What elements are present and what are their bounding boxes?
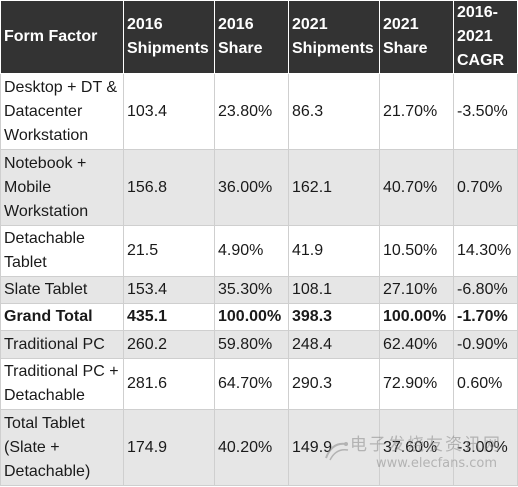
cell-cagr: -3.00% <box>453 409 518 486</box>
grand-total-row: Grand Total 435.1 100.00% 398.3 100.00% … <box>0 303 518 331</box>
header-2021-shipments: 2021 Shipments <box>288 0 380 74</box>
cell-cagr: 14.30% <box>453 225 518 277</box>
cell-2016-share: 40.20% <box>214 409 289 486</box>
cell-2021-share: 27.10% <box>379 276 454 304</box>
cell-2021-share: 40.70% <box>379 149 454 226</box>
table-row: Traditional PC + Detachable 281.6 64.70%… <box>0 358 518 410</box>
cell-2016-share: 59.80% <box>214 330 289 359</box>
cell-2021-share: 72.90% <box>379 358 454 410</box>
cell-2021-share: 37.60% <box>379 409 454 486</box>
table-row: Slate Tablet 153.4 35.30% 108.1 27.10% -… <box>0 276 518 304</box>
cell-2021-share: 10.50% <box>379 225 454 277</box>
header-2016-shipments: 2016 Shipments <box>123 0 215 74</box>
cell-2021-shipments: 290.3 <box>288 358 380 410</box>
cell-cagr: -6.80% <box>453 276 518 304</box>
header-form-factor: Form Factor <box>0 0 124 74</box>
cell-2016-shipments: 103.4 <box>123 73 215 150</box>
cell-form-factor: Traditional PC <box>0 330 124 359</box>
cell-2016-share: 64.70% <box>214 358 289 410</box>
cell-form-factor: Slate Tablet <box>0 276 124 304</box>
cell-2021-shipments: 162.1 <box>288 149 380 226</box>
cell-2021-shipments: 398.3 <box>288 303 380 331</box>
cell-2016-share: 100.00% <box>214 303 289 331</box>
table-row: Desktop + DT & Datacenter Workstation 10… <box>0 73 518 150</box>
header-2016-share: 2016 Share <box>214 0 289 74</box>
cell-2021-share: 62.40% <box>379 330 454 359</box>
cell-2021-shipments: 108.1 <box>288 276 380 304</box>
cell-2016-share: 4.90% <box>214 225 289 277</box>
cell-2016-shipments: 21.5 <box>123 225 215 277</box>
cell-cagr: -0.90% <box>453 330 518 359</box>
cell-2021-shipments: 41.9 <box>288 225 380 277</box>
cell-cagr: -1.70% <box>453 303 518 331</box>
header-2021-share: 2021 Share <box>379 0 454 74</box>
cell-2016-share: 36.00% <box>214 149 289 226</box>
cell-2021-shipments: 248.4 <box>288 330 380 359</box>
cell-2021-share: 100.00% <box>379 303 454 331</box>
table-header-row: Form Factor 2016 Shipments 2016 Share 20… <box>0 0 518 74</box>
cell-2016-shipments: 174.9 <box>123 409 215 486</box>
cell-2021-shipments: 149.9 <box>288 409 380 486</box>
cell-form-factor: Traditional PC + Detachable <box>0 358 124 410</box>
cell-cagr: 0.70% <box>453 149 518 226</box>
table-row: Detachable Tablet 21.5 4.90% 41.9 10.50%… <box>0 225 518 277</box>
header-cagr: 2016-2021 CAGR <box>453 0 518 74</box>
cell-2016-shipments: 153.4 <box>123 276 215 304</box>
cell-form-factor: Desktop + DT & Datacenter Workstation <box>0 73 124 150</box>
cell-2016-shipments: 281.6 <box>123 358 215 410</box>
cell-form-factor: Detachable Tablet <box>0 225 124 277</box>
cell-form-factor: Notebook + Mobile Workstation <box>0 149 124 226</box>
cell-2016-share: 23.80% <box>214 73 289 150</box>
table-row: Notebook + Mobile Workstation 156.8 36.0… <box>0 149 518 226</box>
cell-2021-shipments: 86.3 <box>288 73 380 150</box>
cell-cagr: -3.50% <box>453 73 518 150</box>
cell-2016-shipments: 260.2 <box>123 330 215 359</box>
cell-cagr: 0.60% <box>453 358 518 410</box>
table-row: Traditional PC 260.2 59.80% 248.4 62.40%… <box>0 330 518 359</box>
cell-2016-share: 35.30% <box>214 276 289 304</box>
cell-form-factor: Grand Total <box>0 303 124 331</box>
cell-2016-shipments: 156.8 <box>123 149 215 226</box>
table-row: Total Tablet (Slate + Detachable) 174.9 … <box>0 409 518 486</box>
cell-2016-shipments: 435.1 <box>123 303 215 331</box>
cell-form-factor: Total Tablet (Slate + Detachable) <box>0 409 124 486</box>
cell-2021-share: 21.70% <box>379 73 454 150</box>
